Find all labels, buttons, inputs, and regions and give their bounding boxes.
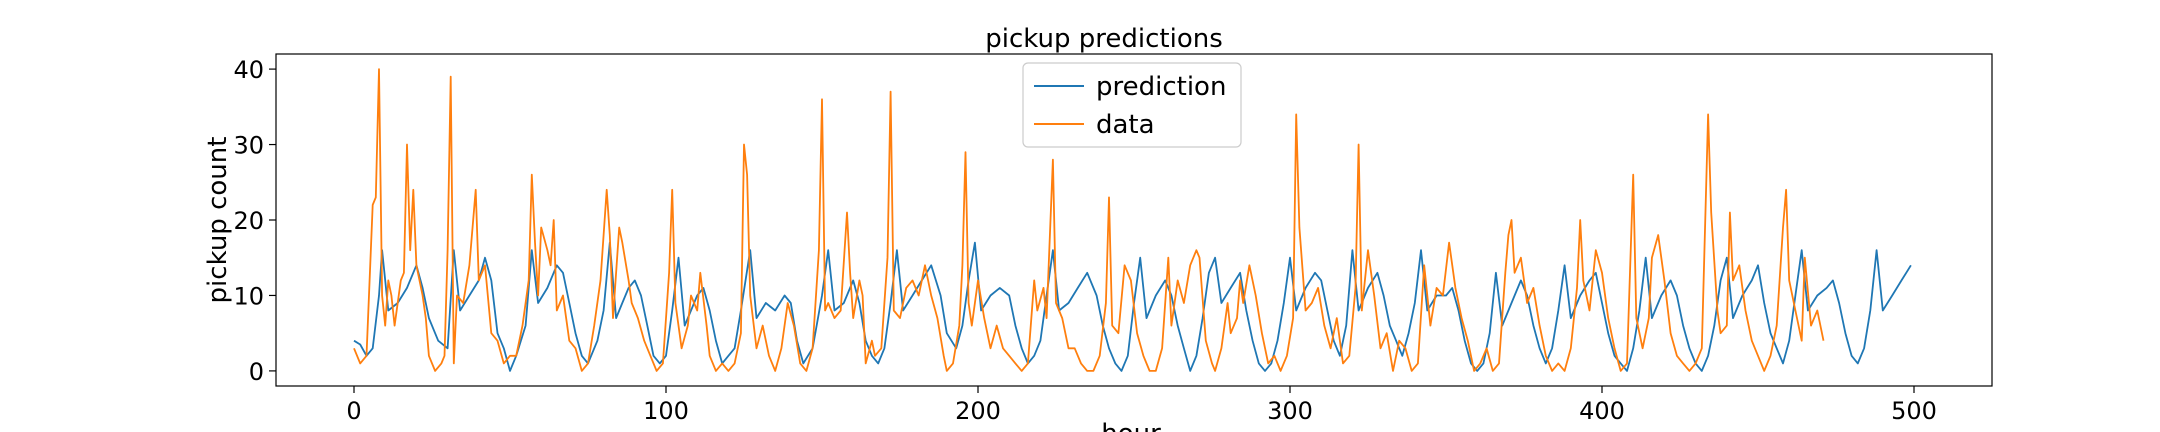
- plot-frame: [275, 53, 1993, 387]
- legend-label-data: data: [1096, 110, 1155, 140]
- y-tick-label: 10: [233, 282, 264, 310]
- plot-area: [353, 68, 1912, 372]
- x-tick-label: 300: [1267, 397, 1313, 425]
- chart-title: pickup predictions: [985, 24, 1223, 54]
- x-tick-label: 200: [955, 397, 1001, 425]
- y-tick-label: 30: [233, 132, 264, 160]
- x-tick-label: 0: [346, 397, 361, 425]
- legend: prediction data: [1022, 62, 1242, 148]
- x-tick-label: 400: [1579, 397, 1625, 425]
- x-tick-label: 500: [1891, 397, 1937, 425]
- x-axis-label: hour: [1101, 419, 1161, 432]
- y-tick-label: 0: [249, 358, 264, 386]
- legend-label-prediction: prediction: [1096, 72, 1226, 102]
- series-line-prediction: [353, 241, 1912, 372]
- y-tick-label: 40: [233, 56, 264, 84]
- x-tick-label: 100: [643, 397, 689, 425]
- y-axis: 0 10 20 30 40: [233, 56, 276, 386]
- x-axis: 0 100 200 300 400 500: [346, 386, 1937, 425]
- series-line-data: [353, 68, 1825, 372]
- y-axis-label: pickup count: [203, 137, 233, 304]
- legend-box: [1022, 62, 1242, 148]
- y-tick-label: 20: [233, 207, 264, 235]
